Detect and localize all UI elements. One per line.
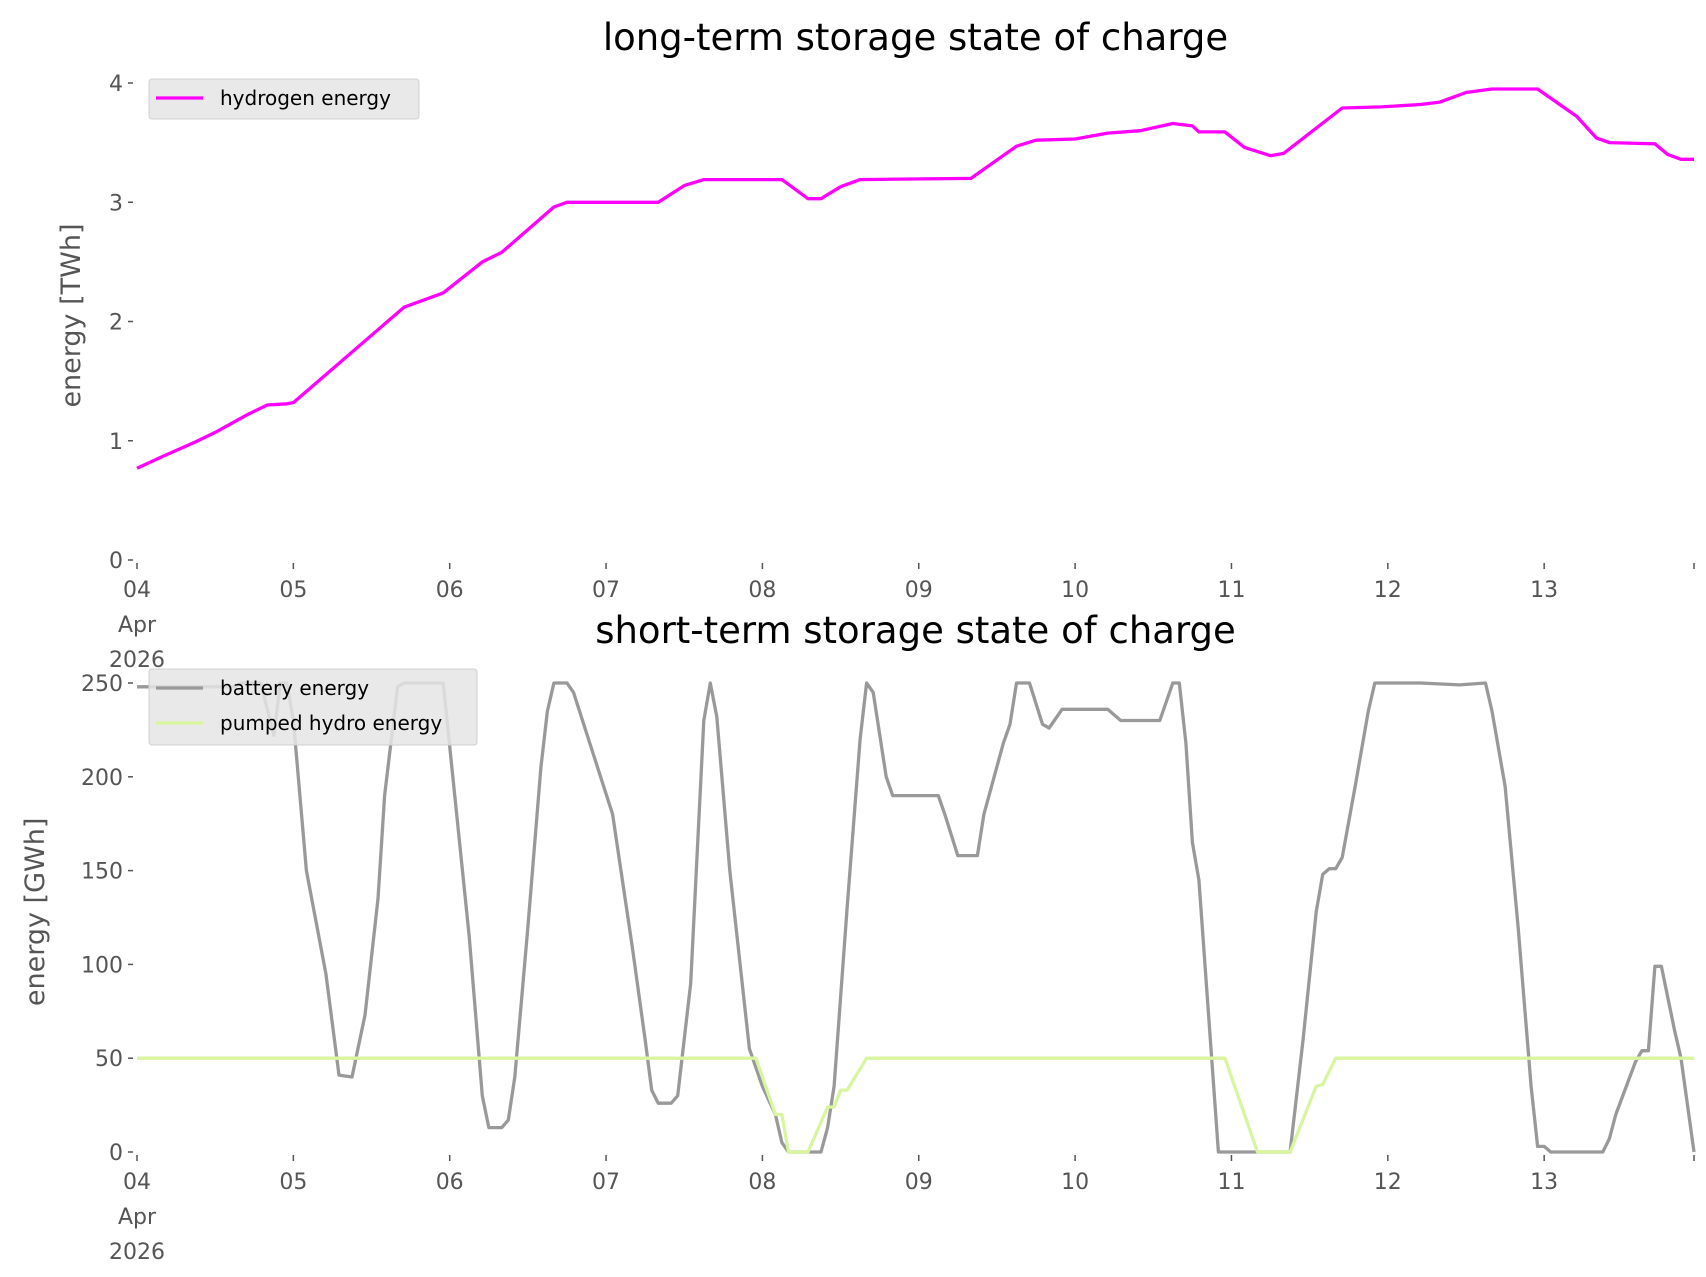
x-tick-label: 11 [1217, 1170, 1245, 1195]
series-line-pumped-hydro-energy [137, 1056, 1694, 1154]
short-term-storage-panel: short-term storage state of charge energy… [20, 609, 1696, 1265]
x-tick-label: 07 [592, 578, 620, 603]
y-tick-label: 0 [109, 549, 123, 574]
x-tick-label: 06 [436, 1170, 464, 1195]
x-tick-label: Apr [118, 1205, 157, 1230]
x-tick-label: 08 [748, 578, 776, 603]
x-tick-label: 07 [592, 1170, 620, 1195]
legend-label: hydrogen energy [220, 86, 391, 110]
chart-title: long-term storage state of charge [603, 16, 1228, 59]
x-tick-label: Apr [118, 613, 157, 638]
x-tick-label: 13 [1530, 578, 1558, 603]
x-tick-label: 13 [1530, 1170, 1558, 1195]
x-tick-label: 10 [1061, 578, 1089, 603]
long-term-storage-panel: long-term storage state of charge energy … [56, 16, 1695, 673]
x-tick-label: 08 [748, 1170, 776, 1195]
y-axis-label: energy [GWh] [20, 818, 51, 1006]
series-line-hydrogen-energy [136, 87, 1694, 470]
legend-label: pumped hydro energy [220, 711, 442, 735]
legend-box [148, 668, 478, 746]
x-tick-label: 04 [123, 578, 151, 603]
y-axis-label: energy [TWh] [56, 224, 87, 408]
x-tick-label: 12 [1374, 578, 1402, 603]
y-tick-label: 3 [109, 191, 123, 216]
series-line-battery-energy [137, 681, 1696, 1154]
x-tick-label: 10 [1061, 1170, 1089, 1195]
legend-label: battery energy [220, 676, 369, 700]
y-tick-label: 200 [81, 766, 123, 791]
x-tick-label: 05 [279, 578, 307, 603]
y-tick-label: 150 [81, 860, 123, 885]
y-tick-label: 100 [81, 953, 123, 978]
legend: hydrogen energy [148, 78, 420, 120]
y-tick-label: 250 [81, 672, 123, 697]
y-tick-label: 50 [95, 1047, 123, 1072]
y-tick-label: 2 [109, 311, 123, 336]
x-tick-label: 04 [123, 1170, 151, 1195]
legend: battery energy pumped hydro energy [148, 668, 478, 746]
y-tick-label: 1 [109, 430, 123, 455]
chart-title: short-term storage state of charge [595, 609, 1236, 652]
x-tick-label: 09 [905, 578, 933, 603]
y-tick-label: 4 [109, 72, 123, 97]
x-tick-label: 2026 [109, 1240, 165, 1265]
x-tick-label: 09 [905, 1170, 933, 1195]
x-tick-label: 06 [436, 578, 464, 603]
legend-box [148, 78, 420, 120]
x-tick-label: 12 [1374, 1170, 1402, 1195]
x-tick-label: 05 [279, 1170, 307, 1195]
y-tick-label: 0 [109, 1141, 123, 1166]
x-tick-label: 11 [1217, 578, 1245, 603]
